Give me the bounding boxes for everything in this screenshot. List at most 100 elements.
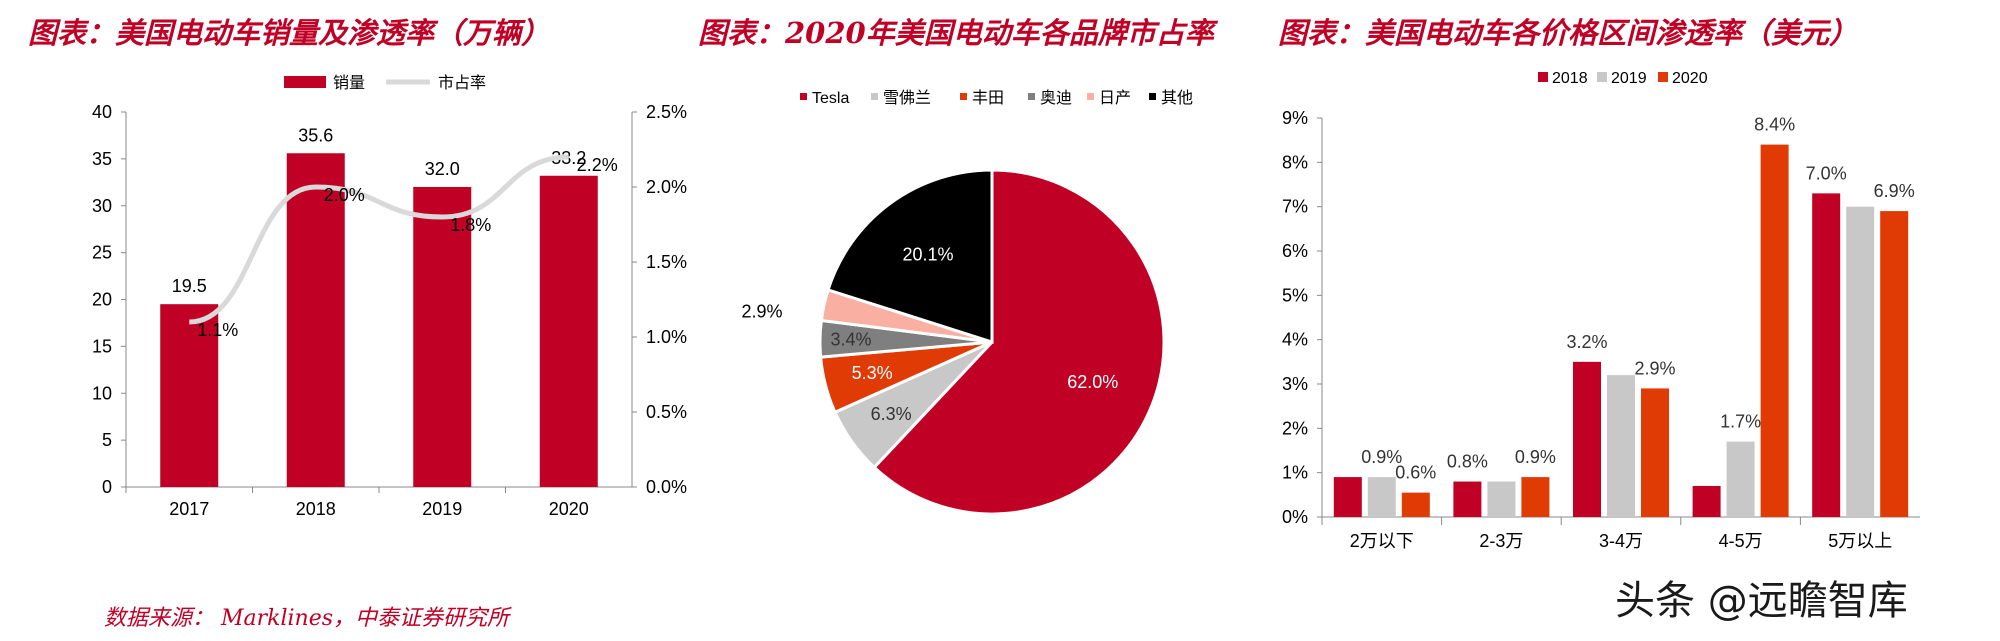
y-tick-label: 5%: [1282, 285, 1308, 305]
x-tick-label: 2020: [549, 499, 589, 519]
x-tick-label: 2万以下: [1350, 531, 1414, 551]
bar-data-label: 32.0: [425, 159, 460, 179]
watermark: 头条 @远瞻智库: [1615, 578, 1908, 624]
bar-data-label: 7.0%: [1806, 163, 1847, 183]
bar-2018: [1692, 485, 1721, 517]
legend-swatch: [871, 93, 878, 100]
line-penetration: [189, 154, 569, 325]
y-tick-label: 30: [92, 196, 112, 216]
bar-data-label: 8.4%: [1754, 115, 1795, 135]
pie-data-label: 62.0%: [1067, 372, 1118, 392]
legend-swatch: [1087, 93, 1094, 100]
pie-data-label: 2.9%: [741, 302, 782, 322]
legend-label-2018: 2018: [1552, 70, 1588, 87]
pie-slice: [872, 168, 1166, 516]
chart3-title: 图表：美国电动车各价格区间渗透率（美元）: [1278, 16, 1859, 50]
bar-2019: [1726, 441, 1755, 517]
y2-tick-label: 0.0%: [646, 477, 687, 497]
y2-tick-label: 2.0%: [646, 177, 687, 197]
y-tick-label: 1%: [1282, 463, 1308, 483]
y-tick-label: 10: [92, 383, 112, 403]
legend-swatch-2020: [1658, 72, 1668, 82]
legend-swatch: [960, 93, 967, 100]
bar-2020: [1880, 211, 1909, 517]
legend-label-sales: 销量: [333, 74, 365, 92]
y-tick-label: 3%: [1282, 374, 1308, 394]
x-tick-label: 2018: [296, 499, 336, 519]
line-data-label: 2.2%: [577, 155, 618, 175]
legend-label: 日产: [1099, 89, 1131, 107]
bar-data-label: 6.9%: [1874, 181, 1915, 201]
bar-data-label: 35.6: [298, 125, 333, 145]
legend-label: 雪佛兰: [883, 89, 931, 107]
bar-data-label: 0.8%: [1447, 452, 1488, 472]
line-data-label: 1.1%: [197, 320, 238, 340]
x-tick-label: 4-5万: [1719, 531, 1763, 551]
y-tick-label: 9%: [1282, 108, 1308, 128]
bar-2020: [1760, 144, 1789, 517]
y2-tick-label: 1.0%: [646, 327, 687, 347]
y-tick-label: 5: [102, 430, 112, 450]
y2-tick-label: 2.5%: [646, 102, 687, 122]
y-tick-label: 35: [92, 149, 112, 169]
line-data-label: 1.8%: [450, 215, 491, 235]
bar-data-label: 0.6%: [1395, 463, 1436, 483]
y-tick-label: 2%: [1282, 418, 1308, 438]
bar-data-label: 2.9%: [1634, 358, 1675, 378]
brand-share-pie-chart: 62.0% 6.3% 5.3% 3.4% 2.9% 20.1% Tesla 雪佛兰 丰田 奥迪 日产…: [741, 89, 1193, 516]
bar-sales: [286, 153, 345, 487]
bar-2020: [1401, 492, 1430, 517]
bar-sales: [539, 175, 598, 487]
pie-data-label: 20.1%: [903, 245, 954, 265]
bar-2019: [1607, 375, 1635, 517]
y-tick-label: 15: [92, 336, 112, 356]
bar-2018: [1453, 481, 1482, 517]
legend-swatch-2018: [1538, 72, 1548, 82]
y-tick-label: 0: [102, 477, 112, 497]
y-tick-label: 20: [92, 290, 112, 310]
legend-swatch-sales: [284, 76, 326, 88]
bar-2018: [1812, 193, 1841, 517]
legend-label: 丰田: [972, 89, 1004, 107]
bar-2019: [1487, 481, 1516, 517]
legend-swatch: [800, 93, 807, 100]
x-tick-label: 2017: [169, 499, 209, 519]
legend-swatch: [1028, 93, 1035, 100]
pie-data-label: 5.3%: [852, 363, 893, 383]
x-tick-label: 2019: [422, 499, 462, 519]
legend-label: Tesla: [812, 90, 849, 107]
bar-2020: [1521, 477, 1550, 517]
bar-data-label: 0.9%: [1361, 447, 1402, 467]
x-tick-label: 2-3万: [1479, 531, 1523, 551]
bar-2019: [1367, 477, 1396, 517]
price-segment-chart: 0% 1% 2% 3% 4% 5% 6% 7% 8% 9% 2万以下 2-3万 3-4万 4-5万 5万以上…: [1282, 70, 1920, 551]
sales-penetration-chart: 0 5 10 15 20 25 30 35 40 0.0% 0.5% 1.0% 1.5% 2.0% 2.5%…: [92, 74, 687, 519]
line-data-label: 2.0%: [324, 185, 365, 205]
legend-swatch: [1149, 93, 1156, 100]
y-tick-label: 4%: [1282, 330, 1308, 350]
bar-2018: [1573, 361, 1601, 517]
legend-swatch-2019: [1597, 72, 1607, 82]
pie-data-label: 6.3%: [871, 404, 912, 424]
bar-sales: [160, 304, 219, 487]
y-tick-label: 8%: [1282, 152, 1308, 172]
y-tick-label: 0%: [1282, 507, 1308, 527]
y-tick-label: 40: [92, 102, 112, 122]
y-tick-label: 7%: [1282, 197, 1308, 217]
chart1-title: 图表：美国电动车销量及渗透率（万辆）: [28, 16, 551, 50]
legend-label: 奥迪: [1040, 89, 1072, 107]
bar-data-label: 19.5: [172, 276, 207, 296]
y-tick-label: 25: [92, 243, 112, 263]
bar-data-label: 3.2%: [1566, 332, 1607, 352]
x-tick-label: 3-4万: [1599, 531, 1643, 551]
pie-slice: [826, 168, 994, 345]
y-tick-label: 6%: [1282, 241, 1308, 261]
legend-label-2019: 2019: [1611, 70, 1647, 87]
bar-2020: [1641, 388, 1669, 517]
bar-data-label: 1.7%: [1720, 412, 1761, 432]
bar-2018: [1333, 477, 1362, 517]
legend-label-2020: 2020: [1672, 70, 1708, 87]
y2-tick-label: 1.5%: [646, 252, 687, 272]
legend-label: 其他: [1161, 89, 1193, 107]
pie-data-label: 3.4%: [830, 329, 871, 349]
